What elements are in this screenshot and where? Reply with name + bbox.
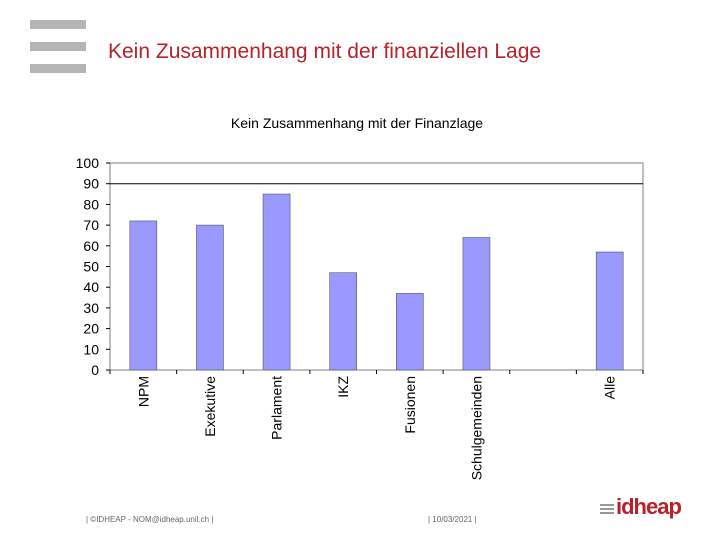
bar-alle [595, 251, 624, 371]
y-tick-label: 10 [83, 341, 99, 357]
category-label: Parlament [269, 376, 285, 440]
y-tick-label: 40 [83, 279, 99, 295]
y-tick-label: 100 [76, 155, 100, 171]
y-tick-label: 20 [83, 321, 99, 337]
y-tick-label: 0 [91, 362, 99, 378]
bar-exekutive [196, 224, 224, 371]
category-label: NPM [135, 376, 151, 407]
footer-copyright: | ©IDHEAP - NOM@idheap.unil.ch | [86, 515, 214, 524]
bar-ikz [329, 272, 357, 371]
logo-text: idheap [616, 494, 681, 519]
category-label: Alle [602, 376, 618, 400]
bar-schulgemeinden [462, 237, 491, 371]
category-label: Fusionen [402, 376, 418, 434]
idheap-logo: idheap [600, 494, 690, 520]
y-tick-label: 70 [83, 217, 99, 233]
plot-frame [109, 162, 644, 371]
category-label: Schulgemeinden [468, 376, 484, 480]
y-tick-label: 90 [83, 176, 99, 192]
y-tick-label: 80 [83, 196, 99, 212]
page-title: Kein Zusammenhang mit der finanziellen L… [108, 40, 542, 63]
bar-parlament [262, 193, 291, 371]
category-label: Exekutive [202, 376, 218, 437]
menu-lines-icon [30, 20, 86, 74]
y-tick-label: 60 [83, 238, 99, 254]
y-tick-label: 30 [83, 300, 99, 316]
category-label: IKZ [335, 376, 351, 398]
y-tick-label: 50 [83, 259, 99, 275]
chart-title: Kein Zusammenhang mit der Finanzlage [231, 115, 483, 131]
footer-date: | 10/03/2021 | [428, 515, 477, 524]
bar-fusionen [396, 293, 424, 371]
bar-npm [129, 220, 158, 371]
